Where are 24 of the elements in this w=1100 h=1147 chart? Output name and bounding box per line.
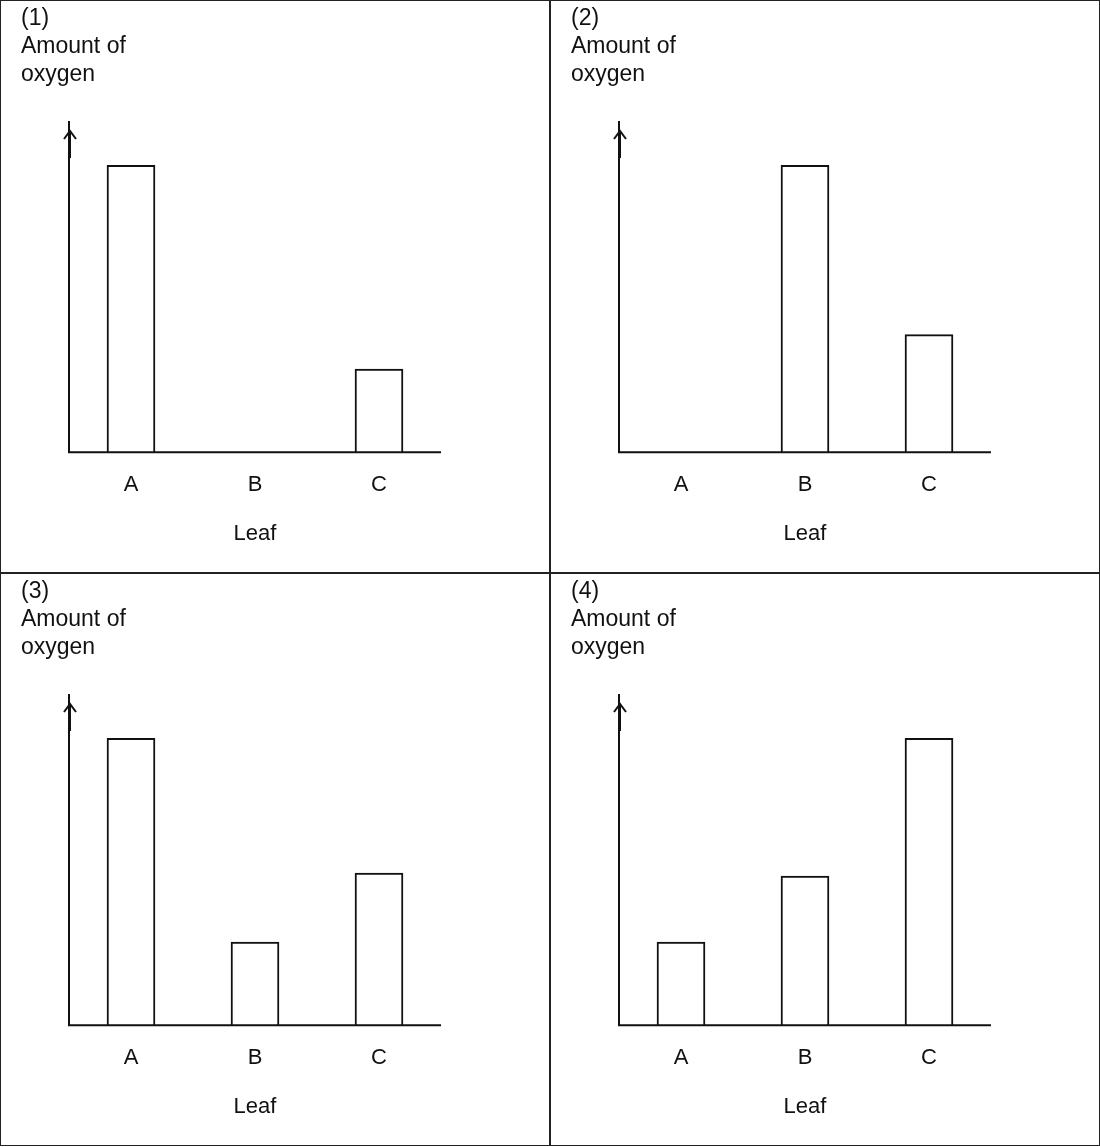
y-axis-title: Amount of oxygen (571, 604, 677, 660)
chart-title: (2) (571, 3, 601, 31)
x-tick-label: B (247, 471, 263, 497)
y-axis-title: Amount of oxygen (571, 31, 677, 87)
y-axis-title: Amount of oxygen (21, 31, 127, 87)
x-tick-label: C (371, 471, 388, 497)
chart-title: (1) (21, 3, 51, 31)
chart-title: (4) (571, 576, 601, 604)
x-axis-title: Leaf (233, 519, 278, 545)
x-tick-label: B (247, 1044, 263, 1070)
x-tick-label: B (797, 1044, 813, 1070)
x-tick-label: A (673, 1044, 689, 1070)
x-tick-label: C (371, 1044, 388, 1070)
x-axis-title: Leaf (783, 519, 828, 545)
y-axis-title: Amount of oxygen (21, 604, 127, 660)
x-tick-label: A (123, 471, 139, 497)
x-tick-label: C (921, 471, 938, 497)
x-tick-label: A (673, 471, 689, 497)
x-tick-label: C (921, 1044, 938, 1070)
x-axis-title: Leaf (233, 1092, 278, 1118)
x-axis-title: Leaf (783, 1092, 828, 1118)
chart-title: (3) (21, 576, 51, 604)
x-tick-label: A (123, 1044, 139, 1070)
x-tick-label: B (797, 471, 813, 497)
